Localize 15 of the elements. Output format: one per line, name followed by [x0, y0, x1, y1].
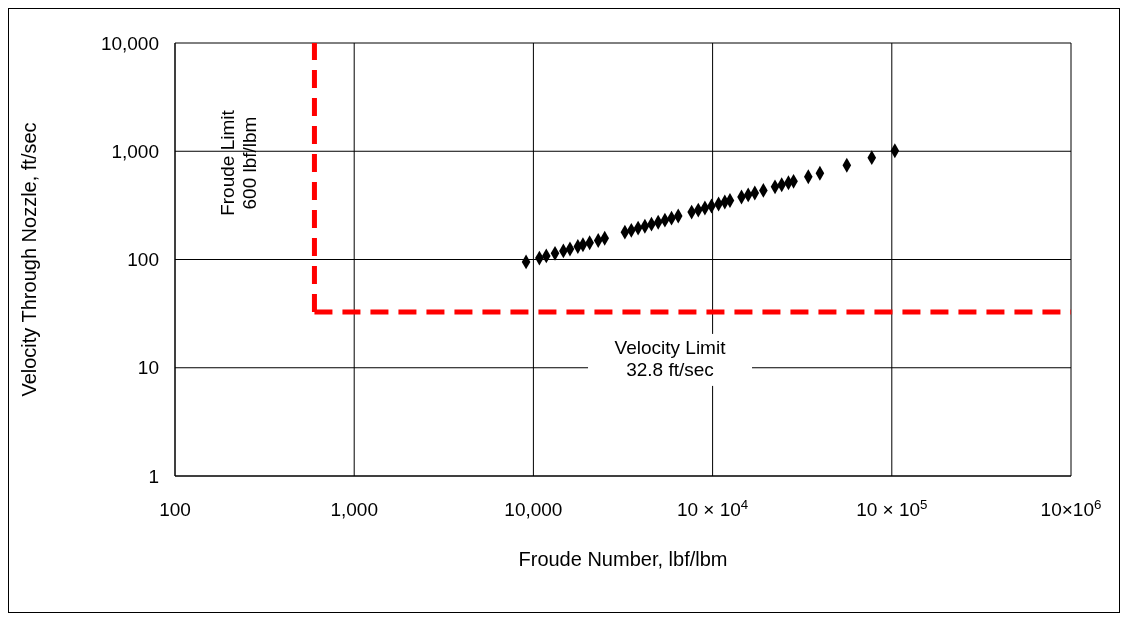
- y-tick-label: 10: [137, 357, 159, 379]
- y-tick-label: 10,000: [100, 32, 159, 54]
- ref-line-label: Froude Limit 600 lbf/lbm: [216, 109, 260, 216]
- ref-line-label: Velocity Limit 32.8 ft/sec: [614, 336, 727, 380]
- x-tick-label: 100: [159, 499, 191, 520]
- y-axis-title: Velocity Through Nozzle, ft/sec: [18, 122, 41, 397]
- x-tick-label: 10 × 10$^{4}$: [676, 496, 749, 520]
- x-tick-label: 1,000: [330, 499, 378, 520]
- x-tick-label: 10,000: [504, 499, 563, 520]
- x-axis-title: Froude Number, lbf/lbm: [518, 548, 728, 570]
- y-tick-label: 100: [127, 249, 159, 271]
- y-tick-label: 1: [148, 465, 159, 487]
- y-tick-label: 1,000: [111, 140, 159, 162]
- x-tick-label: 10 × 10$^{5}$: [856, 496, 928, 520]
- x-tick-label: 10×10$^{6}$: [1040, 496, 1102, 520]
